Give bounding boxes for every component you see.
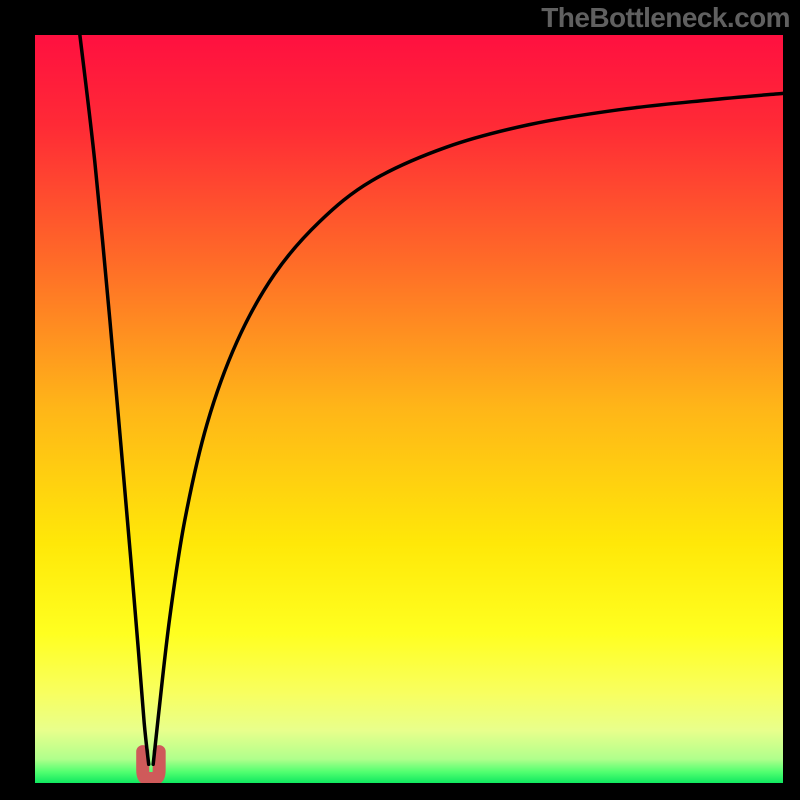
frame-right xyxy=(783,0,800,800)
frame-left xyxy=(0,0,35,800)
watermark-text: TheBottleneck.com xyxy=(541,2,790,34)
bottleneck-chart xyxy=(0,0,800,800)
gradient-background xyxy=(35,35,783,783)
chart-container: TheBottleneck.com xyxy=(0,0,800,800)
frame-bottom xyxy=(0,783,800,800)
